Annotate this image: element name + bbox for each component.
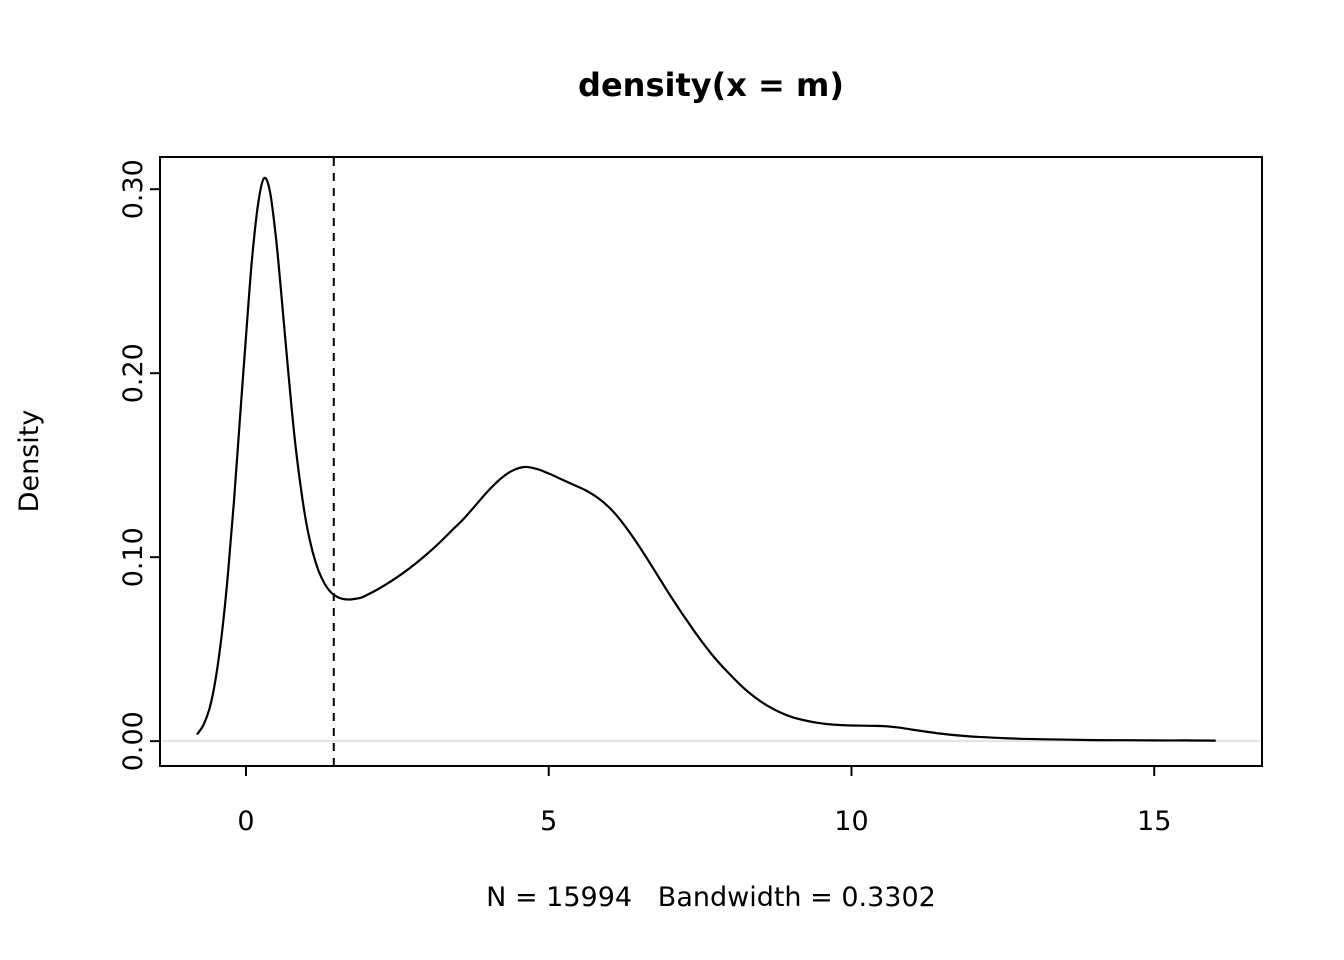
- plot-box: [159, 156, 1263, 767]
- x-tick-label: 0: [237, 806, 254, 837]
- y-tick-label: 0.10: [118, 527, 149, 587]
- x-axis-subtitle: N = 15994 Bandwidth = 0.3302: [486, 882, 936, 913]
- y-axis-label: Density: [14, 410, 45, 513]
- y-tick-label: 0.20: [118, 343, 149, 403]
- y-tick-label: 0.00: [118, 711, 149, 771]
- y-tick-label: 0.30: [118, 159, 149, 219]
- density-curve: [196, 176, 1216, 742]
- x-tick-label: 15: [1137, 806, 1171, 837]
- plot-marks: 0 5 10 15 0.00 0.10 0.20 0.30: [118, 156, 1263, 837]
- x-tick-label: 5: [540, 806, 557, 837]
- plot-title: density(x = m): [578, 66, 844, 104]
- x-tick-label: 10: [834, 806, 868, 837]
